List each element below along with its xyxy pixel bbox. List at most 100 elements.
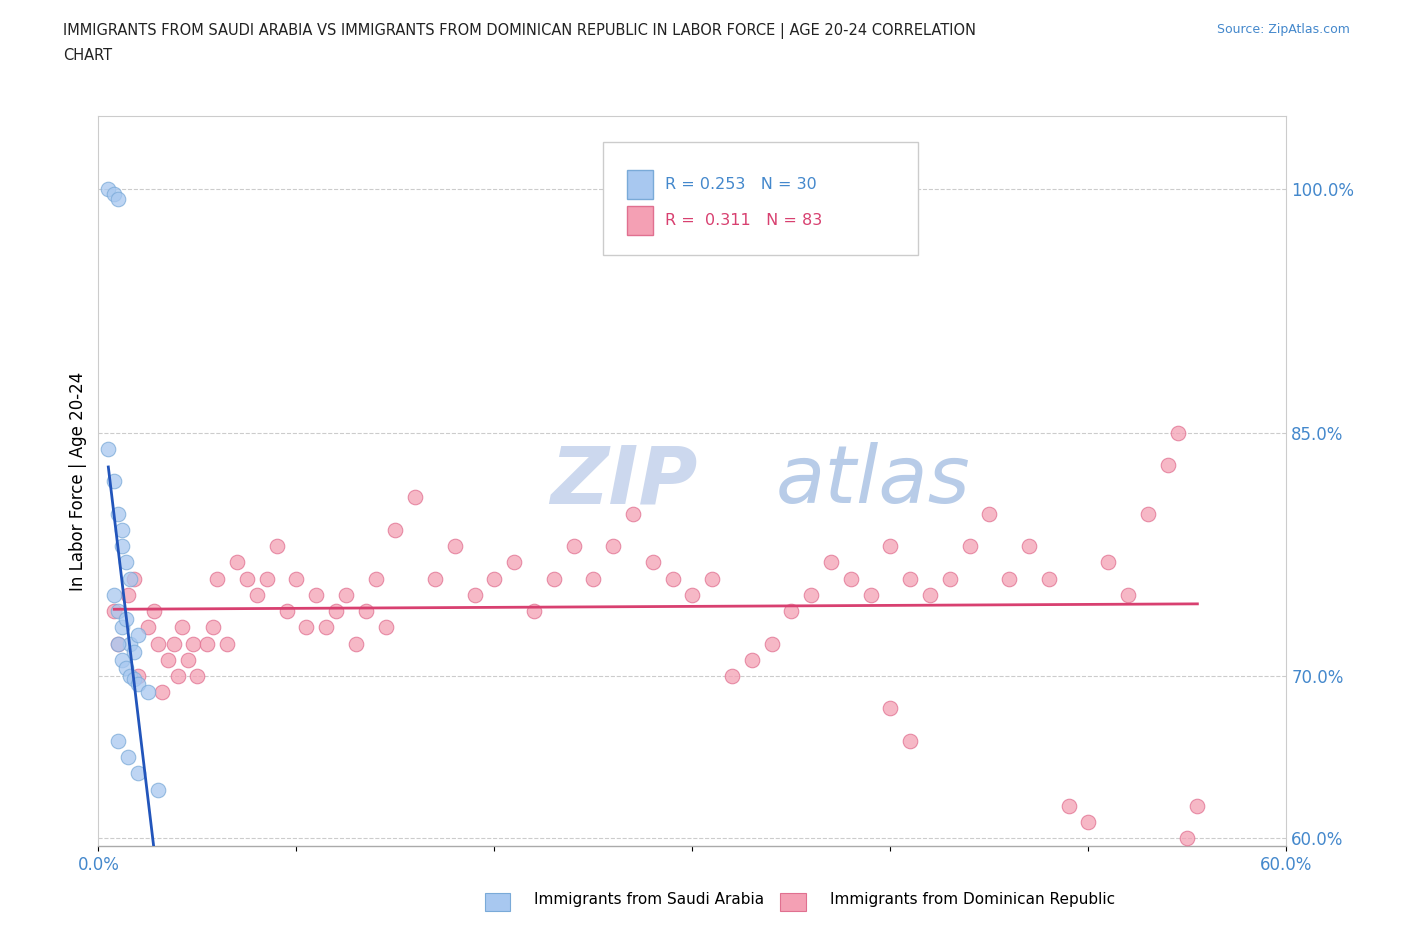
Point: [107, 636, 129, 651]
Point: [523, 604, 546, 618]
Point: [641, 555, 664, 570]
Text: CHART: CHART: [63, 48, 112, 63]
Point: [335, 588, 357, 603]
Point: [107, 636, 129, 651]
Point: [1018, 538, 1040, 553]
Point: [879, 538, 901, 553]
Point: [127, 628, 149, 643]
Point: [761, 636, 783, 651]
Point: [979, 506, 1001, 521]
Point: [741, 652, 763, 667]
Text: Immigrants from Saudi Arabia: Immigrants from Saudi Arabia: [534, 892, 765, 907]
Point: [285, 571, 308, 586]
Point: [150, 684, 173, 699]
Point: [721, 669, 744, 684]
Point: [111, 538, 134, 553]
Point: [661, 571, 683, 586]
Point: [879, 701, 901, 716]
Point: [820, 555, 842, 570]
Bar: [627, 206, 654, 235]
Point: [217, 636, 239, 651]
Text: IMMIGRANTS FROM SAUDI ARABIA VS IMMIGRANTS FROM DOMINICAN REPUBLIC IN LABOR FORC: IMMIGRANTS FROM SAUDI ARABIA VS IMMIGRAN…: [63, 23, 976, 39]
Point: [484, 571, 506, 586]
Point: [266, 538, 288, 553]
Point: [111, 523, 134, 538]
Point: [1038, 571, 1060, 586]
Point: [1116, 588, 1139, 603]
Point: [364, 571, 387, 586]
Text: ZIP: ZIP: [550, 443, 697, 520]
Bar: [627, 169, 654, 199]
Point: [142, 604, 165, 618]
Point: [920, 588, 942, 603]
Point: [562, 538, 585, 553]
Point: [186, 669, 208, 684]
Point: [256, 571, 278, 586]
Point: [103, 588, 125, 603]
Point: [103, 604, 125, 618]
Point: [163, 636, 186, 651]
Point: [236, 571, 259, 586]
Y-axis label: In Labor Force | Age 20-24: In Labor Force | Age 20-24: [69, 372, 87, 591]
Point: [959, 538, 981, 553]
Point: [115, 555, 138, 570]
Point: [295, 620, 318, 635]
Point: [146, 782, 169, 797]
Point: [107, 192, 129, 206]
Point: [122, 644, 145, 659]
Point: [1077, 815, 1099, 830]
Point: [97, 182, 120, 197]
Point: [354, 604, 377, 618]
Point: [384, 523, 406, 538]
Point: [1156, 458, 1178, 472]
Point: [859, 588, 882, 603]
Point: [127, 677, 149, 692]
Point: [156, 652, 179, 667]
Point: [115, 660, 138, 675]
Point: [127, 669, 149, 684]
Point: [998, 571, 1021, 586]
Point: [122, 671, 145, 686]
Point: [543, 571, 565, 586]
Point: [898, 734, 921, 749]
Point: [305, 588, 328, 603]
Point: [120, 636, 142, 651]
Point: [176, 652, 198, 667]
Point: [195, 636, 218, 651]
Point: [702, 571, 724, 586]
Point: [1187, 798, 1209, 813]
Point: [681, 588, 703, 603]
Point: [120, 669, 142, 684]
Point: [107, 734, 129, 749]
Point: [246, 588, 269, 603]
Point: [122, 571, 145, 586]
Point: [1057, 798, 1080, 813]
Text: R =  0.311   N = 83: R = 0.311 N = 83: [665, 213, 823, 228]
Point: [170, 620, 193, 635]
Point: [111, 620, 134, 635]
Point: [1097, 555, 1119, 570]
Point: [226, 555, 249, 570]
Point: [97, 442, 120, 457]
FancyBboxPatch shape: [603, 141, 918, 255]
Point: [136, 620, 159, 635]
Point: [166, 669, 188, 684]
Point: [146, 636, 169, 651]
Point: [621, 506, 644, 521]
Point: [136, 684, 159, 699]
Point: [111, 652, 134, 667]
Point: [404, 490, 426, 505]
Point: [582, 571, 605, 586]
Point: [120, 571, 142, 586]
Point: [839, 571, 862, 586]
Point: [107, 604, 129, 618]
Text: atlas: atlas: [776, 443, 970, 520]
Point: [117, 750, 139, 764]
Point: [503, 555, 526, 570]
Point: [423, 571, 446, 586]
Point: [1167, 425, 1189, 440]
Point: [315, 620, 337, 635]
Point: [602, 538, 624, 553]
Text: Immigrants from Dominican Republic: Immigrants from Dominican Republic: [830, 892, 1115, 907]
Point: [939, 571, 962, 586]
